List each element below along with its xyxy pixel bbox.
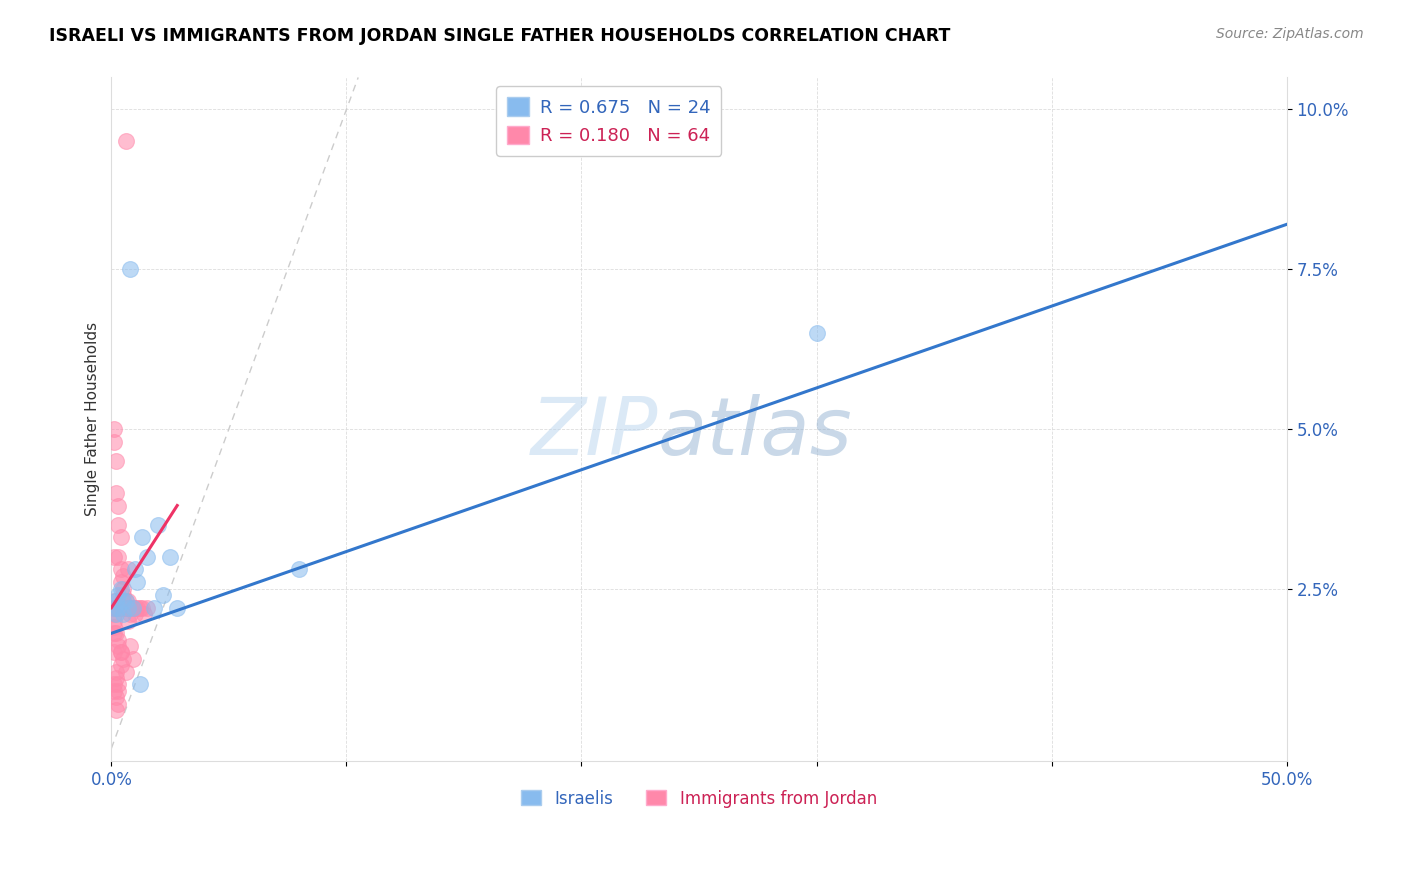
Point (103, 594, 125, 608)
Point (107, 517, 129, 532)
Text: ZIP: ZIP (530, 394, 658, 472)
Point (131, 531, 153, 545)
Point (110, 645, 132, 659)
Point (105, 600, 128, 615)
Point (112, 569, 135, 583)
Point (114, 600, 136, 615)
Point (114, 594, 136, 608)
Point (110, 658, 132, 673)
Point (107, 600, 129, 615)
Point (105, 607, 128, 621)
Point (117, 614, 139, 628)
Point (117, 562, 139, 576)
Point (105, 703, 128, 717)
Point (117, 600, 139, 615)
Point (107, 549, 129, 564)
Point (127, 600, 149, 615)
Point (103, 620, 125, 634)
Point (112, 600, 135, 615)
Point (105, 600, 128, 615)
Point (107, 499, 129, 513)
Point (112, 588, 135, 602)
Point (110, 575, 132, 590)
Point (105, 671, 128, 685)
Point (114, 134, 136, 148)
Point (107, 677, 129, 691)
Point (121, 600, 143, 615)
Point (121, 600, 143, 615)
Point (103, 549, 125, 564)
Point (110, 645, 132, 659)
Text: atlas: atlas (658, 394, 852, 472)
Point (117, 594, 139, 608)
Point (112, 594, 135, 608)
Point (159, 549, 181, 564)
Point (120, 639, 142, 653)
Point (127, 575, 149, 590)
Point (107, 639, 129, 653)
Point (105, 665, 128, 679)
Point (288, 562, 311, 576)
Point (103, 677, 125, 691)
Point (134, 607, 156, 621)
Point (114, 665, 136, 679)
Point (117, 600, 139, 615)
Point (103, 422, 125, 436)
Point (120, 262, 142, 277)
Point (135, 549, 157, 564)
Text: ISRAELI VS IMMIGRANTS FROM JORDAN SINGLE FATHER HOUSEHOLDS CORRELATION CHART: ISRAELI VS IMMIGRANTS FROM JORDAN SINGLE… (49, 27, 950, 45)
Point (148, 517, 170, 532)
Point (103, 683, 125, 698)
Point (103, 614, 125, 628)
Point (107, 697, 129, 711)
Point (124, 607, 146, 621)
Point (112, 607, 135, 621)
Point (103, 600, 125, 615)
Point (128, 600, 150, 615)
Point (120, 600, 142, 615)
Point (107, 600, 129, 615)
Point (124, 562, 146, 576)
Point (105, 626, 128, 640)
Point (105, 594, 128, 608)
Point (110, 582, 132, 596)
Point (103, 626, 125, 640)
Point (128, 677, 150, 691)
Point (105, 485, 128, 500)
Point (112, 652, 135, 666)
Point (120, 607, 142, 621)
Point (107, 588, 129, 602)
Point (110, 562, 132, 576)
Point (107, 600, 129, 615)
Point (166, 600, 188, 615)
Point (112, 600, 135, 615)
Point (152, 588, 174, 602)
Point (121, 652, 143, 666)
Legend: Israelis, Immigrants from Jordan: Israelis, Immigrants from Jordan (515, 783, 884, 814)
Point (114, 594, 136, 608)
Point (806, 326, 828, 340)
Point (131, 600, 153, 615)
Y-axis label: Single Father Households: Single Father Households (86, 322, 100, 516)
Text: Source: ZipAtlas.com: Source: ZipAtlas.com (1216, 27, 1364, 41)
Point (135, 600, 157, 615)
Point (103, 645, 125, 659)
Point (142, 600, 165, 615)
Point (110, 531, 132, 545)
Point (107, 683, 129, 698)
Point (112, 582, 135, 596)
Point (124, 600, 146, 615)
Point (103, 600, 125, 615)
Point (105, 690, 128, 705)
Point (105, 454, 128, 468)
Point (107, 632, 129, 647)
Point (103, 434, 125, 449)
Point (110, 600, 132, 615)
Point (103, 607, 125, 621)
